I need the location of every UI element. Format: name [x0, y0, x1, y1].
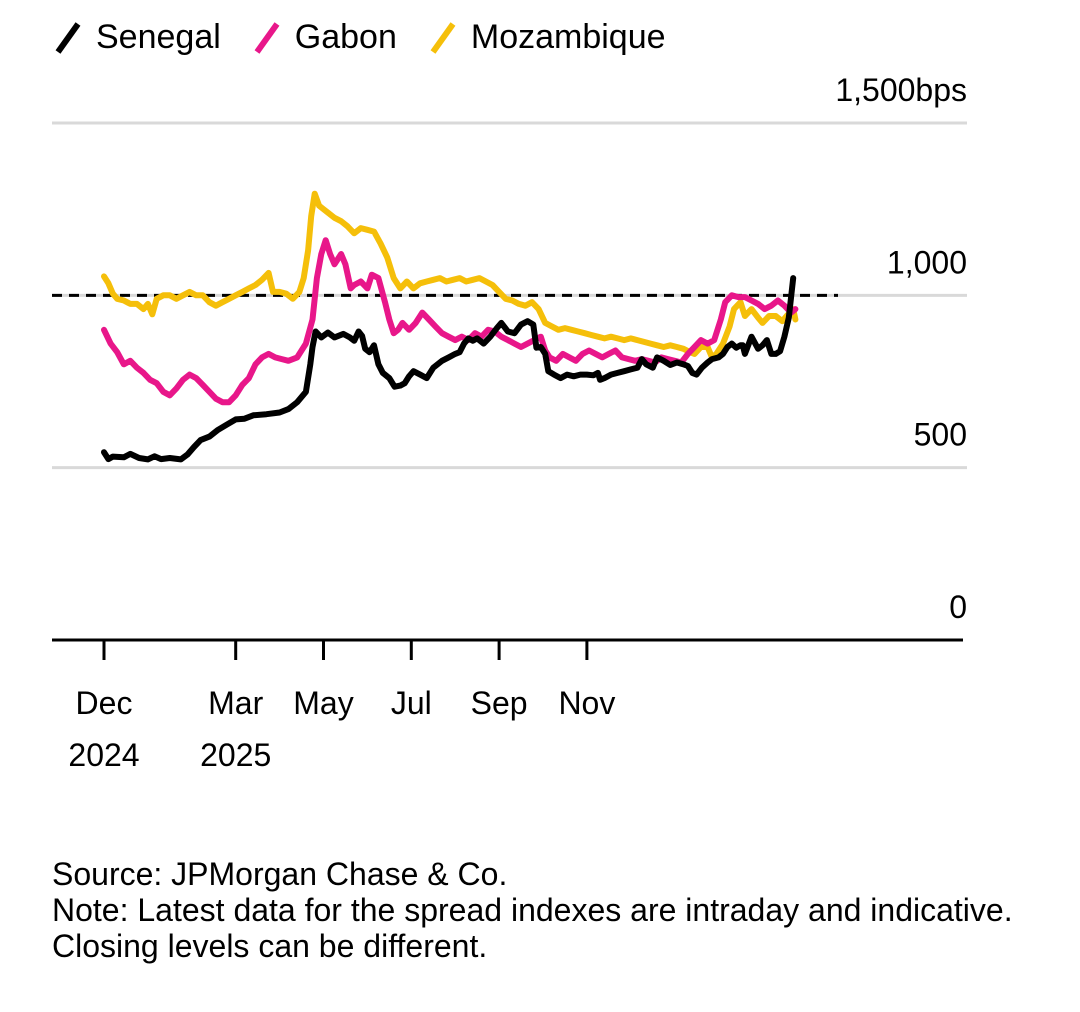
- series-line-senegal: [101, 275, 797, 463]
- line-chart: 0 500 1,000 1,500bps Dec 2024 Mar 2025 May Jul Sep…: [52, 72, 967, 773]
- legend-label-senegal: Senegal: [96, 18, 221, 56]
- x-tick-label: Dec: [76, 685, 133, 721]
- chart-legend: Senegal Gabon Mozambique: [52, 18, 696, 57]
- x-tick-year-label: 2025: [200, 737, 271, 773]
- x-tick-label: May: [293, 685, 353, 721]
- x-tick-label: Jul: [391, 685, 432, 721]
- series-line-mozambique: [101, 190, 799, 361]
- x-tick-year-label: 2024: [68, 737, 139, 773]
- legend-item-gabon: Gabon: [251, 18, 397, 57]
- y-tick-label: 1,500bps: [835, 72, 967, 108]
- chart-notes: Source: JPMorgan Chase & Co. Note: Lates…: [52, 856, 1042, 964]
- source-text: Source: JPMorgan Chase & Co.: [52, 856, 508, 892]
- legend-item-mozambique: Mozambique: [427, 18, 666, 57]
- y-tick-label: 0: [949, 589, 967, 625]
- legend-label-mozambique: Mozambique: [470, 18, 666, 56]
- x-tick-label: Mar: [208, 685, 263, 721]
- legend-label-gabon: Gabon: [294, 18, 397, 56]
- series-line-gabon: [101, 237, 799, 406]
- x-tick-label: Nov: [558, 685, 615, 721]
- y-tick-label: 1,000: [887, 244, 967, 280]
- slash-swatch-icon: [55, 21, 81, 54]
- note-text: Note: Latest data for the spread indexes…: [52, 892, 1013, 965]
- slash-swatch-icon: [430, 21, 456, 54]
- legend-item-senegal: Senegal: [52, 18, 221, 57]
- x-tick-label: Sep: [471, 685, 528, 721]
- y-tick-label: 500: [914, 417, 967, 453]
- slash-swatch-icon: [254, 21, 280, 54]
